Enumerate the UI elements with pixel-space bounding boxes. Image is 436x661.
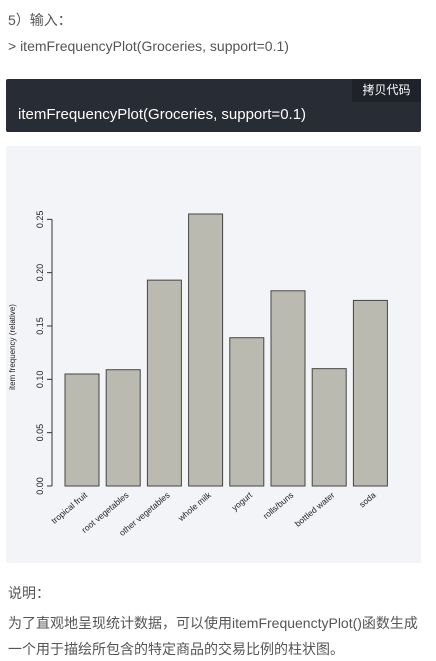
bar-chart-image: 0.00 0.05 0.10 0.15 0.20 0.25 tropical fruit r… [6, 146, 421, 563]
y-tick-label: 0.00 [35, 477, 45, 495]
bar [146, 279, 182, 487]
code-block: 拷贝代码 itemFrequencyPlot(Groceries, suppor… [6, 79, 421, 132]
bar [229, 337, 265, 487]
x-tick-label: soda [357, 490, 378, 510]
bar-chart: 0.00 0.05 0.10 0.15 0.20 0.25 tropical fruit r… [8, 211, 388, 538]
step-label: 5）输入： [8, 12, 72, 28]
bar [105, 369, 141, 487]
y-tick-label: 0.15 [35, 317, 45, 335]
bar [311, 368, 347, 487]
code-text: itemFrequencyPlot(Groceries, support=0.1… [18, 106, 307, 123]
x-tick-label: bottled water [293, 490, 337, 529]
y-tick-label: 0.10 [35, 371, 45, 389]
bar [188, 213, 224, 487]
y-tick-label: 0.20 [35, 264, 45, 282]
description-label: 说明： [8, 585, 50, 601]
y-tick-label: 0.25 [35, 211, 45, 229]
x-tick-label: yogurt [230, 489, 255, 512]
x-tick-label: whole milk [175, 489, 213, 523]
y-tick-label: 0.05 [35, 424, 45, 442]
bar [64, 373, 100, 487]
bar [270, 290, 306, 487]
bar [352, 299, 388, 487]
y-axis-label: item frequency (relative) [8, 304, 17, 390]
x-tick-label: tropical fruit [49, 489, 90, 525]
description-text: 为了直观地呈现统计数据，可以使用itemFrequenctyPlot()函数生成… [8, 615, 418, 657]
command-line: > itemFrequencyPlot(Groceries, support=0… [8, 38, 289, 54]
copy-code-button[interactable]: 拷贝代码 [352, 79, 421, 102]
x-tick-label: rolls/buns [261, 490, 295, 521]
